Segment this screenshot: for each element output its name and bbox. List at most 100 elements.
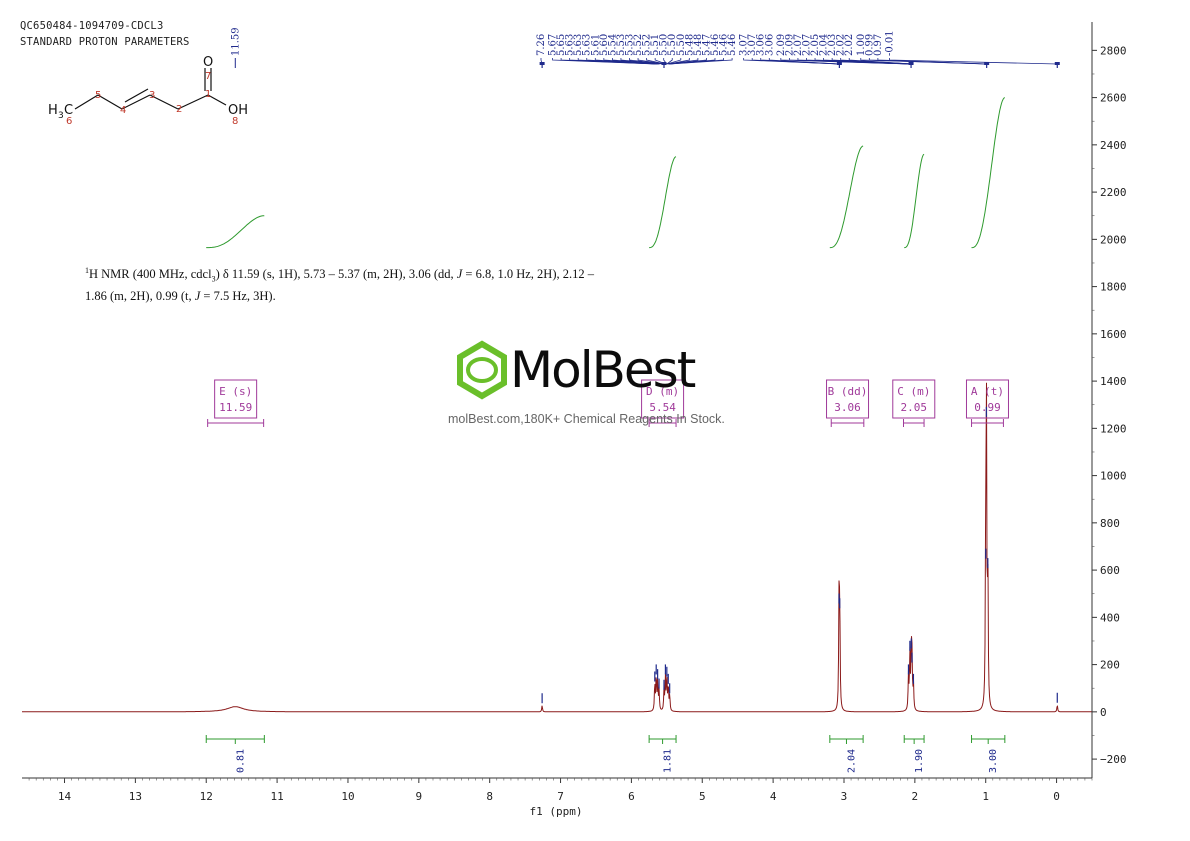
peak-label: 2.05 xyxy=(810,34,821,56)
report-text-e: = 7.5 Hz, 3H). xyxy=(200,288,276,303)
y-tick-label: 2600 xyxy=(1100,92,1127,105)
peak-label: 2.07 xyxy=(801,34,812,56)
multiplet-type: D (m) xyxy=(646,385,679,398)
integral-curves: 0.81 1.81 2.04 1.90 3.00 xyxy=(205,97,1006,773)
peak-label-node xyxy=(1054,62,1060,65)
multiplet-type: C (m) xyxy=(897,385,930,398)
peak-label: 1.00 xyxy=(856,34,867,56)
multiplet-box xyxy=(214,379,258,419)
peak-label-layer: 7.26 5.675.655.635.635.635.615.605.545.53… xyxy=(230,27,1060,68)
integral-value: 1.90 xyxy=(914,749,925,773)
x-tick-label: 8 xyxy=(486,790,493,803)
y-tick-label: 400 xyxy=(1100,611,1120,624)
x-tick-label: 14 xyxy=(58,790,72,803)
multiplet-region-layer: E (s) 11.59 D (m) 5.54 B (dd) 3.06 C (m) 2.05 A … xyxy=(207,379,1009,427)
y-tick-label: 600 xyxy=(1100,564,1120,577)
integral-value: 1.81 xyxy=(663,749,674,773)
molbest-watermark: MolBest molBest.com,180K+ Chemical Reage… xyxy=(448,338,752,438)
peak-label: 2.09 xyxy=(776,34,787,56)
peak-label-node xyxy=(908,62,914,65)
multiplet-box xyxy=(892,379,936,419)
integral-value: 2.04 xyxy=(846,749,857,773)
bond xyxy=(207,94,227,106)
peak-label: 3.06 xyxy=(764,34,775,56)
atom-methyl: H xyxy=(48,103,58,118)
x-tick-label: 9 xyxy=(416,790,423,803)
atom-number: 5 xyxy=(95,90,101,101)
peak-label: 5.51 xyxy=(650,34,661,56)
peak-label: 5.46 xyxy=(710,34,721,56)
multiplet-type: A (t) xyxy=(971,385,1004,398)
y-tick-label: 1800 xyxy=(1100,281,1127,294)
multiplet-shift: 2.05 xyxy=(901,401,928,414)
x-tick-label: 5 xyxy=(699,790,706,803)
peak-label-node xyxy=(836,62,842,65)
peak-label: 5.46 xyxy=(719,34,730,56)
peak-label-node xyxy=(984,62,990,65)
peak-label: 5.47 xyxy=(701,34,712,56)
peak-label: 3.07 xyxy=(739,34,750,56)
multiplet-type: E (s) xyxy=(219,385,252,398)
atom-number: 1 xyxy=(205,89,211,100)
y-tick-label: 2800 xyxy=(1100,44,1127,57)
x-tick-label: 7 xyxy=(557,790,564,803)
peak-label: 5.48 xyxy=(693,34,704,56)
peak-label-leader xyxy=(877,58,988,65)
peak-label-leader xyxy=(646,58,666,65)
report-text-d: 1.86 (m, 2H), 0.99 (t, xyxy=(85,288,195,303)
report-line-1: 1H NMR (400 MHz, cdcl3) δ 11.59 (s, 1H),… xyxy=(85,262,645,288)
peak-label: 2.03 xyxy=(827,34,838,56)
sample-id: QC650484-1094709-CDCL3 xyxy=(20,20,164,32)
peak-label-leader xyxy=(666,58,673,65)
x-tick-label: 4 xyxy=(770,790,777,803)
y-tick-label: 1200 xyxy=(1100,422,1127,435)
bond xyxy=(74,94,99,110)
peak-label: 2.09 xyxy=(784,34,795,56)
peak-label-leader xyxy=(637,58,666,65)
bond xyxy=(149,94,179,110)
multiplet-type: B (dd) xyxy=(828,385,868,398)
y-tick-label: 2000 xyxy=(1100,233,1127,246)
brand-tagline: molBest.com,180K+ Chemical Reagents In S… xyxy=(448,412,725,426)
peak-label-node xyxy=(539,62,545,65)
x-tick-label: 3 xyxy=(841,790,848,803)
peak-label-leader xyxy=(768,58,840,65)
multiplet-shift: 0.99 xyxy=(974,401,1001,414)
y-tick-label: 1600 xyxy=(1100,328,1127,341)
peak-label: 5.52 xyxy=(642,34,653,56)
peak-label: 5.60 xyxy=(599,34,610,56)
atom-methyl-sub: 3 xyxy=(58,111,64,121)
peak-label: 5.63 xyxy=(573,34,584,56)
atom-carbonyl-o: O xyxy=(203,55,213,70)
peak-label: 11.59 xyxy=(230,27,241,56)
multiplet-shift: 3.06 xyxy=(834,401,861,414)
y-tick-label: 1000 xyxy=(1100,470,1127,483)
peak-label: 5.67 xyxy=(548,34,559,56)
bond xyxy=(121,94,151,110)
peak-label: 2.07 xyxy=(793,34,804,56)
x-tick-label: 10 xyxy=(341,790,354,803)
peak-label-leader xyxy=(669,58,733,65)
integral-curve xyxy=(649,156,677,249)
bond xyxy=(177,94,209,110)
peak-label: 0.99 xyxy=(864,34,875,56)
report-line-2: 1.86 (m, 2H), 0.99 (t, J = 7.5 Hz, 3H). xyxy=(85,288,645,305)
peak-label: 3.07 xyxy=(747,34,758,56)
x-tick-label: 11 xyxy=(270,790,283,803)
peak-label: 5.52 xyxy=(633,34,644,56)
integral-curve xyxy=(971,97,1006,249)
x-axis-label: f1 (ppm) xyxy=(530,805,583,818)
y-tick-label: 2400 xyxy=(1100,139,1127,152)
atom-hydroxyl: OH xyxy=(228,103,248,118)
spectrum-layer xyxy=(22,382,1092,713)
y-tick-label: 0 xyxy=(1100,706,1107,719)
integral-curve xyxy=(829,145,864,249)
peak-label: 7.26 xyxy=(536,34,547,56)
peak-label: 5.48 xyxy=(684,34,695,56)
y-tick-label: 200 xyxy=(1100,659,1120,672)
spectrum-trace xyxy=(22,382,1092,713)
x-tick-label: 6 xyxy=(628,790,635,803)
peak-label: 2.02 xyxy=(836,34,847,56)
integral-curve xyxy=(904,153,925,249)
